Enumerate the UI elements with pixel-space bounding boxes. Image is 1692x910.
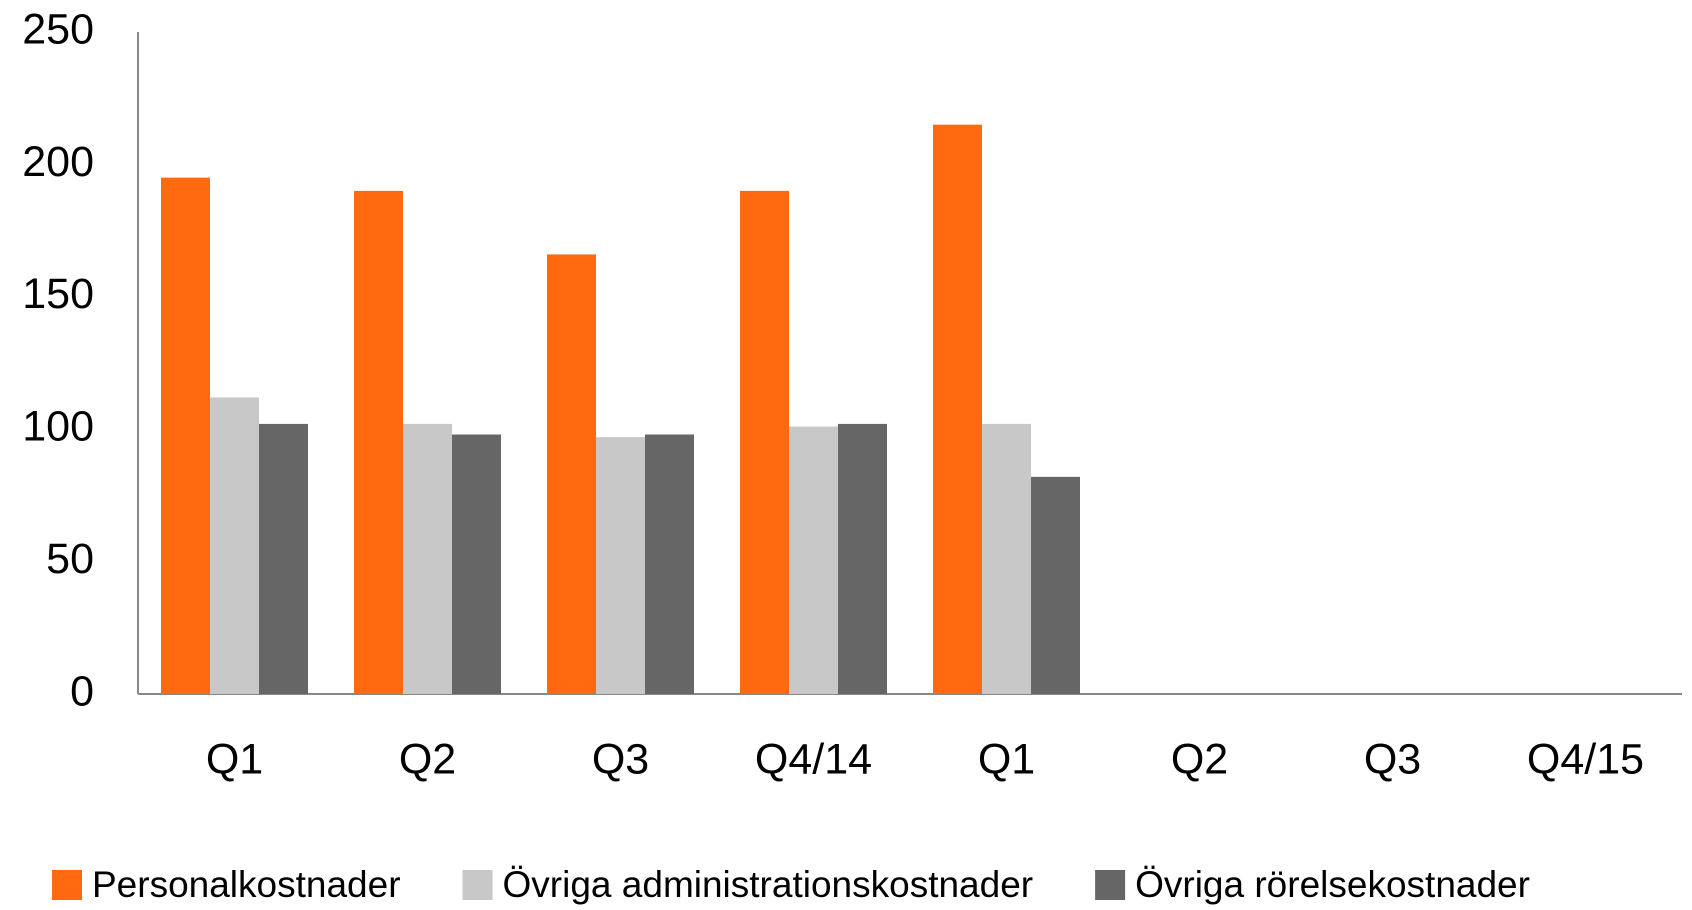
x-tick-label: Q2 bbox=[399, 735, 456, 783]
y-tick-label: 50 bbox=[46, 535, 94, 583]
bar bbox=[645, 434, 694, 694]
bar bbox=[354, 190, 403, 694]
bar bbox=[1031, 476, 1080, 694]
x-tick-label: Q1 bbox=[206, 735, 263, 783]
legend-label: Övriga rörelsekostnader bbox=[1135, 864, 1530, 905]
legend-swatch bbox=[462, 870, 493, 900]
y-tick-label: 100 bbox=[22, 403, 94, 451]
bar bbox=[740, 190, 789, 694]
x-tick-label: Q2 bbox=[1171, 735, 1228, 783]
y-tick-label: 150 bbox=[22, 270, 94, 318]
bar bbox=[789, 426, 838, 694]
y-tick-label: 200 bbox=[22, 138, 94, 186]
x-tick-label: Q4/15 bbox=[1527, 735, 1644, 783]
y-tick-label: 250 bbox=[22, 5, 94, 53]
x-tick-label: Q3 bbox=[1364, 735, 1421, 783]
bar bbox=[210, 397, 259, 694]
bar bbox=[259, 423, 308, 694]
bar bbox=[403, 423, 452, 694]
legend-label: Övriga administrationskostnader bbox=[503, 864, 1034, 905]
x-tick-label: Q4/14 bbox=[755, 735, 872, 783]
x-tick-label: Q3 bbox=[592, 735, 649, 783]
bar bbox=[933, 124, 982, 695]
bar bbox=[547, 254, 596, 694]
legend-label: Personalkostnader bbox=[92, 864, 401, 905]
x-tick-label: Q1 bbox=[978, 735, 1035, 783]
bar bbox=[596, 437, 645, 694]
legend-swatch bbox=[52, 870, 82, 900]
legend-swatch bbox=[1095, 870, 1126, 900]
y-tick-label: 0 bbox=[70, 667, 94, 715]
bar bbox=[161, 177, 210, 694]
bar bbox=[452, 434, 501, 694]
bar bbox=[838, 423, 887, 694]
bar bbox=[982, 423, 1031, 694]
